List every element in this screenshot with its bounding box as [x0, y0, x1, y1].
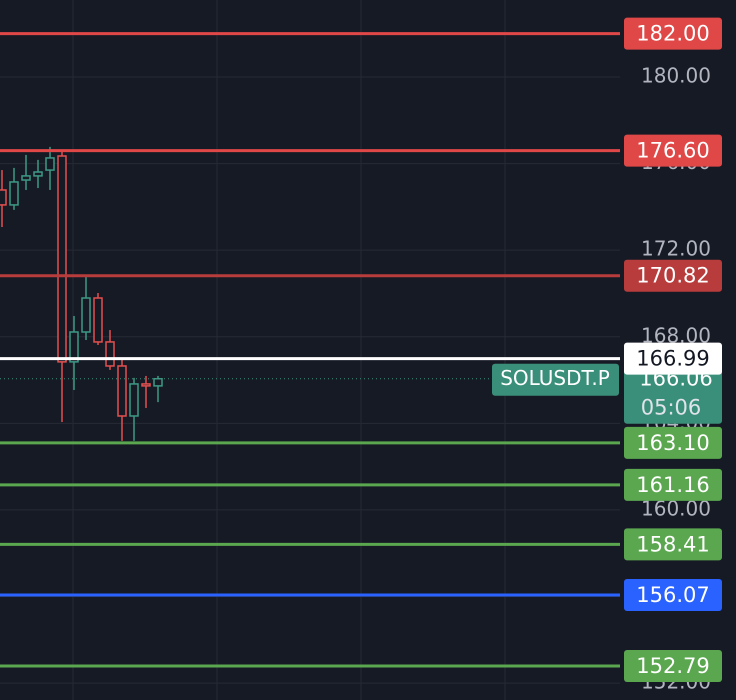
- last-price-box: [624, 362, 722, 424]
- level-label: 166.99: [636, 347, 709, 371]
- candle-body: [57, 155, 67, 363]
- level-label: 156.07: [636, 583, 709, 607]
- level-box: [624, 134, 722, 167]
- candle-body: [33, 171, 43, 177]
- level-box: [624, 528, 722, 561]
- level-label: 158.41: [636, 532, 709, 556]
- level-label: 182.00: [636, 22, 709, 46]
- level-label: 152.79: [636, 654, 709, 678]
- candle-body: [153, 377, 163, 387]
- level-box: [624, 650, 722, 683]
- level-box: [624, 259, 722, 292]
- y-tick-label: 180.00: [641, 63, 711, 87]
- candle-body: [9, 181, 19, 206]
- vertical-grid: [72, 0, 506, 700]
- candle-body: [81, 297, 91, 333]
- candle-body: [93, 297, 103, 343]
- symbol-box: [492, 363, 619, 396]
- level-box: [624, 342, 722, 375]
- y-tick-label: 172.00: [641, 237, 711, 261]
- level-label: 176.60: [636, 139, 709, 163]
- level-label: 163.10: [636, 431, 709, 455]
- candle-body: [45, 157, 55, 171]
- candle-body: [129, 383, 139, 417]
- level-label: 161.16: [636, 473, 709, 497]
- level-label: 170.82: [636, 264, 709, 288]
- candle-body: [117, 365, 127, 417]
- level-box: [624, 579, 722, 612]
- level-box: [624, 17, 722, 50]
- candle-body: [69, 331, 79, 363]
- candle-body: [0, 189, 7, 206]
- countdown-label: 05:06: [641, 396, 702, 420]
- candle-body: [105, 341, 115, 367]
- level-box: [624, 426, 722, 459]
- candle-body: [141, 383, 151, 387]
- level-box: [624, 468, 722, 501]
- candle-body: [21, 175, 31, 181]
- symbol-label: SOLUSDT.P: [500, 366, 610, 390]
